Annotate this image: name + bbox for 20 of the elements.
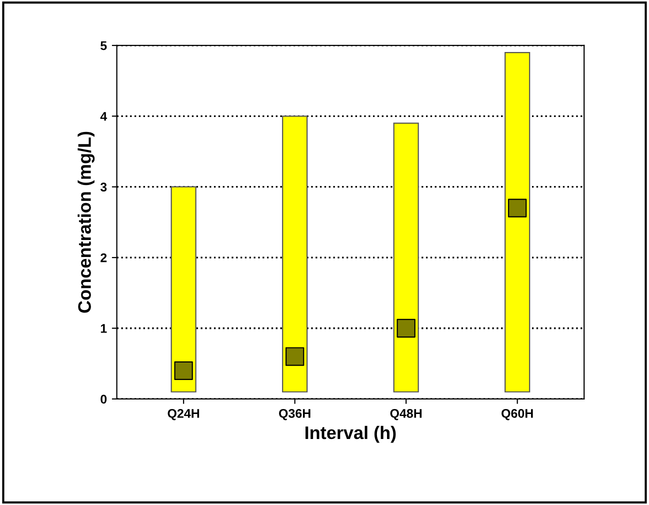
x-axis-title: Interval (h) xyxy=(306,426,396,443)
point xyxy=(396,318,416,338)
point xyxy=(285,347,304,366)
y-tick-label: 3 xyxy=(100,182,107,192)
y-tick-label: 5 xyxy=(100,41,107,50)
bar xyxy=(282,116,308,392)
y-tick-label: 0 xyxy=(100,394,107,404)
point xyxy=(174,361,193,380)
y-tick-label: 2 xyxy=(100,253,107,262)
bar xyxy=(504,52,530,392)
bar xyxy=(393,122,419,392)
x-tick-label: Q48H xyxy=(390,409,422,420)
x-tick-label: Q60H xyxy=(502,409,533,420)
y-axis-title: Concentration (mg/L) xyxy=(78,132,95,313)
bar xyxy=(170,186,196,392)
x-tick-label: Q24H xyxy=(168,409,200,420)
x-tick-label: Q36H xyxy=(279,409,310,420)
point xyxy=(508,198,527,218)
y-tick-label: 1 xyxy=(100,324,107,333)
y-tick-label: 4 xyxy=(100,112,108,121)
